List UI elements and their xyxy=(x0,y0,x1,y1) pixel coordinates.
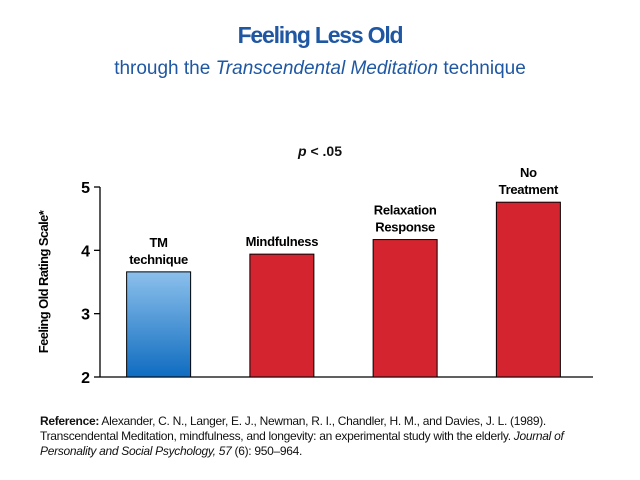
subtitle-suffix: technique xyxy=(438,58,526,79)
chart-subtitle: through the Transcendental Meditation te… xyxy=(0,58,640,80)
bar xyxy=(372,239,438,378)
reference-citation: Reference: Alexander, C. N., Langer, E. … xyxy=(40,414,600,459)
bar-category-label: Response xyxy=(375,220,435,235)
chart-title: Feeling Less Old xyxy=(237,22,404,48)
bar-category-label: Relaxation xyxy=(374,203,437,218)
reference-pages: (6): 950–964. xyxy=(231,444,303,458)
bar-category-label: technique xyxy=(129,252,188,267)
bar xyxy=(249,253,315,378)
y-tick-label: 3 xyxy=(81,307,90,324)
significance-p: p xyxy=(298,143,307,159)
bar-category-label: No xyxy=(520,165,537,180)
bar xyxy=(495,201,561,378)
y-tick-label: 5 xyxy=(81,180,90,197)
subtitle-prefix: through the xyxy=(114,58,216,79)
significance-label: p < .05 xyxy=(0,143,640,159)
bar xyxy=(126,271,192,378)
reference-text: Alexander, C. N., Langer, E. J., Newman,… xyxy=(40,414,546,443)
bar-category-label: Treatment xyxy=(499,182,559,197)
subtitle-italic: Transcendental Meditation xyxy=(215,58,439,79)
significance-value: < .05 xyxy=(306,143,342,159)
reference-lead: Reference: xyxy=(40,414,100,428)
bar-category-label: Mindfulness xyxy=(246,234,319,249)
reference-journal: Journal of Personality and Social Psycho… xyxy=(40,429,564,458)
y-tick-label: 4 xyxy=(81,243,90,260)
y-axis-label: Feeling Old Rating Scale* xyxy=(36,209,51,353)
y-tick-label: 2 xyxy=(81,370,90,387)
bar-category-label: TM xyxy=(150,235,168,250)
